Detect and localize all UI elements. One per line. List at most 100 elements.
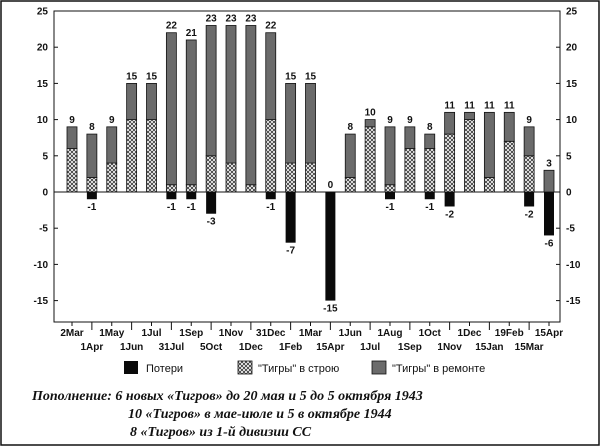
y-tick-label-left: 10 <box>37 115 49 126</box>
bar-loss-label: -7 <box>286 246 295 257</box>
bar-loss <box>524 192 535 207</box>
y-tick-label-right: 5 <box>566 151 572 162</box>
bar-repair <box>384 126 396 186</box>
bar-repair <box>364 119 376 128</box>
bar-loss <box>325 192 336 301</box>
legend-label-operational: "Тигры" в строю <box>258 363 339 375</box>
y-tick-label-right: 15 <box>566 79 578 90</box>
bar-operational <box>205 155 217 193</box>
y-tick-label-left: -5 <box>39 224 48 235</box>
y-tick-label-right: -5 <box>566 224 575 235</box>
bar-repair <box>444 111 456 135</box>
bar-repair <box>543 169 555 193</box>
y-tick-label-right: 20 <box>566 43 578 54</box>
bar-loss-label: -1 <box>167 202 176 213</box>
bar-repair <box>424 133 436 149</box>
x-axis: 2Mar 1Apr 1May 1Jun 1Jul 31Jul 1Sep 5Oct 1Nov 1De… <box>60 322 563 353</box>
bar-operational <box>305 162 316 193</box>
bar-operational <box>384 184 396 193</box>
bar-loss-label: -3 <box>207 217 216 228</box>
bar-repair <box>285 83 297 164</box>
bar-repair <box>225 25 237 164</box>
x-tick-label-top: 1Jul <box>141 328 161 339</box>
bar-operational <box>265 119 277 193</box>
bar-loss-label: -6 <box>545 238 554 249</box>
x-tick-label-bottom: 5Oct <box>200 342 223 353</box>
y-tick-label-left: 5 <box>42 151 48 162</box>
x-tick-label-bottom: 1Jul <box>360 342 380 353</box>
x-tick-label-top: 1Nov <box>219 328 244 339</box>
bar-loss <box>285 192 296 243</box>
legend-swatch-repair <box>371 360 387 375</box>
bar-operational <box>165 184 177 193</box>
legend-label-losses: Потери <box>146 363 183 375</box>
x-tick-label-bottom: 1Sep <box>398 342 422 353</box>
bar-total-label: 11 <box>444 100 455 111</box>
bar-loss <box>206 192 217 214</box>
bar-total-label: 3 <box>546 158 552 169</box>
bar-repair <box>146 83 157 121</box>
bar-loss-label: -1 <box>87 202 96 213</box>
y-tick-label-right: 25 <box>566 7 578 18</box>
bar-loss <box>166 192 177 200</box>
bar-total-label: 8 <box>347 122 353 133</box>
x-tick-label-bottom: 31Jul <box>159 342 185 353</box>
legend: Потери "Тигры" в строю "Тигры" в ремонте <box>124 360 485 375</box>
x-tick-label-bottom: 15Mar <box>515 342 544 353</box>
x-tick-label-bottom: 15Jan <box>475 342 503 353</box>
bar-repair <box>245 25 257 186</box>
bar-total-label: 9 <box>109 115 115 126</box>
bar-repair <box>126 83 138 121</box>
x-tick-label-top: 1Sep <box>179 328 203 339</box>
y-tick-label-left: 20 <box>37 43 49 54</box>
bar-loss-label: -1 <box>425 202 434 213</box>
bar-repair <box>66 126 78 149</box>
caption-line-1: Пополнение: 6 новых «Тигров» до 20 мая и… <box>32 389 423 404</box>
bar-total-label: 9 <box>69 115 75 126</box>
bar-operational <box>225 162 237 193</box>
x-tick-label-top: 15Apr <box>535 328 563 339</box>
x-tick-label-bottom: 1Feb <box>279 342 302 353</box>
bar-operational <box>86 177 98 193</box>
bar-total-label: 15 <box>305 71 317 82</box>
bar-total-label: 8 <box>89 122 95 133</box>
bar-operational <box>66 148 78 193</box>
caption-line-3: 8 «Тигров» из 1-й дивизии СС <box>130 425 312 440</box>
bar-repair <box>106 126 118 164</box>
x-tick-label-top: 31Dec <box>256 328 286 339</box>
y-tick-label-left: 0 <box>42 188 48 199</box>
x-tick-label-top: 1Mar <box>299 328 322 339</box>
bar-total-label: 9 <box>526 115 532 126</box>
bar-operational <box>344 177 356 193</box>
bar-loss <box>186 192 197 200</box>
bar-operational <box>285 162 297 193</box>
x-tick-label-top: 1Dec <box>458 328 482 339</box>
caption-line-2: 10 «Тигров» в мае-июле и 5 в октябре 194… <box>128 407 392 422</box>
bar-loss-label: -1 <box>386 202 395 213</box>
y-axis-right: 25 20 15 10 5 0 -5 -10 -15 <box>556 7 581 307</box>
bar-total-label: 23 <box>206 13 218 24</box>
bar-total-label: 15 <box>126 71 138 82</box>
x-tick-label-top: 1Jun <box>339 328 362 339</box>
y-axis-left: 25 20 15 10 5 0 -5 -10 -15 <box>34 7 58 307</box>
x-tick-label-bottom: 1Jun <box>120 342 143 353</box>
bar-total-label: 15 <box>146 71 158 82</box>
y-tick-label-left: -10 <box>34 260 49 271</box>
bar-loss <box>444 192 455 207</box>
bar-total-label: 21 <box>186 28 198 39</box>
y-tick-label-left: 25 <box>37 7 49 18</box>
bar-repair <box>185 39 197 186</box>
bar-operational <box>483 177 495 193</box>
x-tick-label-top: 2Mar <box>60 328 83 339</box>
bar-loss <box>424 192 435 200</box>
bar-repair <box>86 133 98 178</box>
bar-total-label: 22 <box>166 21 178 32</box>
bar-operational <box>424 148 436 193</box>
x-tick-label-top: 1Oct <box>419 328 442 339</box>
bar-repair <box>265 32 277 120</box>
bar-repair <box>464 111 475 121</box>
bar-loss-label: -2 <box>525 209 534 220</box>
bar-total-label: 9 <box>407 115 413 126</box>
